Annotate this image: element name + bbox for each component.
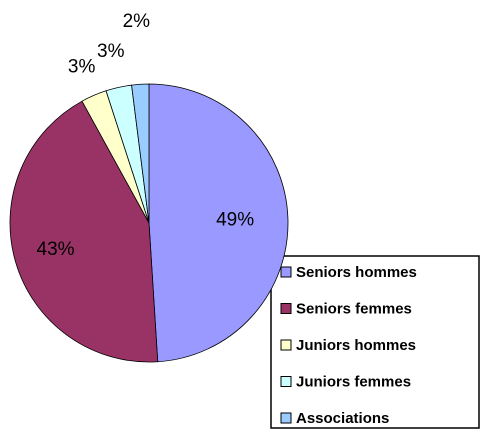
legend-label: Juniors hommes	[296, 337, 416, 354]
slice-label: 49%	[216, 209, 254, 230]
pie-slice	[148, 83, 289, 363]
legend-label: Seniors femmes	[296, 300, 412, 317]
legend-swatch	[280, 303, 292, 314]
legend-swatch	[280, 376, 292, 387]
pie-slice	[131, 83, 150, 224]
legend-swatch	[280, 339, 292, 351]
slice-label: 43%	[37, 239, 75, 260]
legend-label: Seniors hommes	[296, 264, 417, 281]
legend-box	[270, 255, 480, 429]
pie-slice	[9, 100, 159, 363]
legend-label: Juniors femmes	[296, 373, 411, 390]
slice-label: 3%	[68, 56, 96, 77]
legend-swatch	[280, 266, 292, 278]
legend-label: Associations	[296, 410, 389, 427]
slice-label: 2%	[123, 11, 151, 32]
slice-label: 3%	[97, 41, 125, 62]
legend-swatch	[280, 412, 292, 424]
